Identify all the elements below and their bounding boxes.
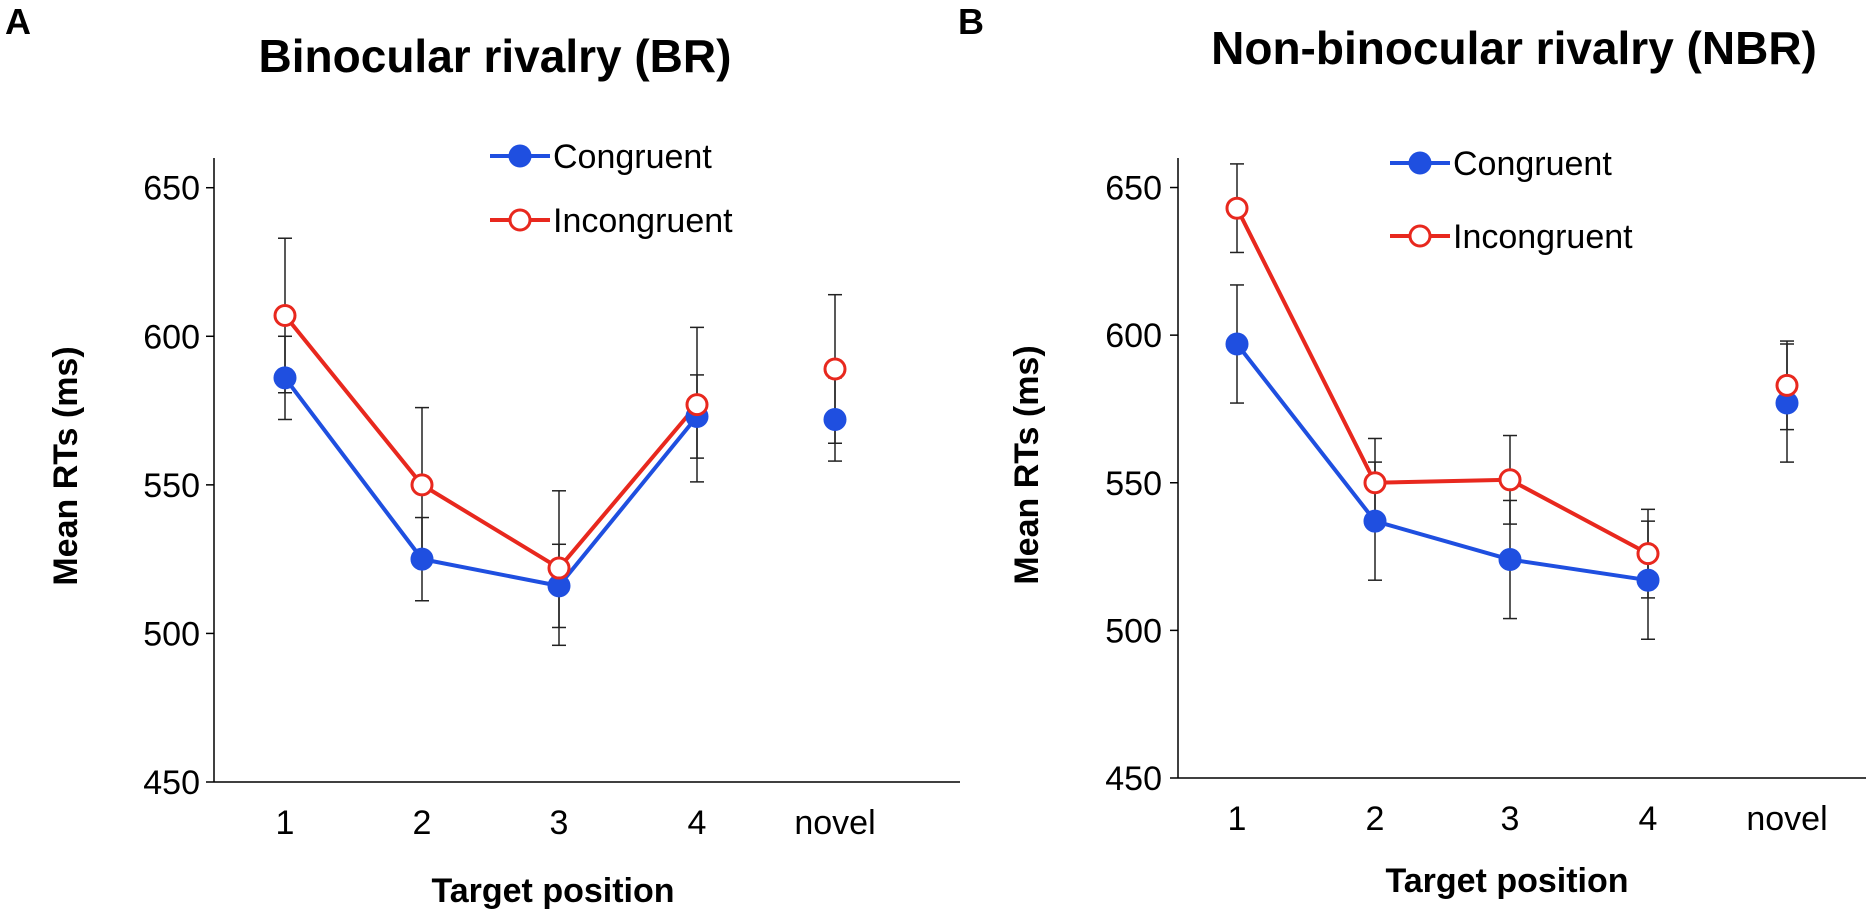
panel-a-ylabel: Mean RTs (ms) — [47, 346, 85, 585]
panel-b-series-line-congruent — [1235, 342, 1649, 583]
panel-a-legend-marker-incongruent — [508, 208, 532, 232]
panel-a-x-tick-label: novel — [794, 804, 875, 842]
panel-a-y-tick-label: 450 — [143, 764, 200, 802]
panel-a-point-congruent — [273, 366, 297, 390]
panel-a-y-tick-label: 600 — [143, 318, 200, 356]
panel-b-legend-marker-congruent — [1408, 151, 1432, 175]
panel-a: A Binocular rivalry (BR) Mean RTs (ms) T… — [5, 1, 960, 910]
panel-b-plot: 450 500 550 600 650 1 2 3 4 novel Congruent Incongr… — [1105, 145, 1866, 838]
panel-b-point-congruent — [1636, 568, 1660, 592]
panel-b-x-tick-label: 2 — [1366, 800, 1385, 838]
panel-b-point-incongruent — [1775, 373, 1799, 397]
panel-b-x-tick-label: novel — [1746, 800, 1827, 838]
panel-a-letter: A — [5, 1, 31, 42]
panel-a-point-congruent — [410, 547, 434, 571]
panel-a-point-congruent — [823, 407, 847, 431]
panel-b-legend-marker-incongruent — [1408, 224, 1432, 248]
panel-b-y-tick-label: 650 — [1105, 170, 1162, 208]
panel-a-point-incongruent — [273, 303, 297, 327]
panel-b-point-incongruent — [1636, 542, 1660, 566]
panel-b-x-tick-label: 4 — [1639, 800, 1658, 838]
panel-a-x-tick-label: 1 — [276, 804, 295, 842]
panel-a-series-line-incongruent — [283, 314, 699, 571]
panel-b-y-tick-label: 600 — [1105, 317, 1162, 355]
panel-b-x-tick-label: 3 — [1501, 800, 1520, 838]
panel-b-series-line-incongruent — [1235, 207, 1649, 556]
panel-a-x-tick-label: 3 — [550, 804, 569, 842]
panel-b-point-congruent — [1363, 509, 1387, 533]
panel-a-plot: 450 500 550 600 650 1 2 3 4 novel Congruent Incongr… — [143, 138, 960, 842]
panel-a-y-tick-label: 650 — [143, 170, 200, 208]
panel-b-legend-label-incongruent: Incongruent — [1453, 218, 1633, 256]
panel-b-legend-label-congruent: Congruent — [1453, 145, 1612, 183]
panel-a-point-incongruent — [685, 393, 709, 417]
panel-b-letter: B — [958, 1, 984, 42]
panel-b-point-incongruent — [1363, 471, 1387, 495]
panel-b: B Non-binocular rivalry (NBR) Mean RTs (… — [958, 1, 1866, 900]
panel-b-point-incongruent — [1225, 196, 1249, 220]
panel-b-point-incongruent — [1498, 468, 1522, 492]
panel-a-xlabel: Target position — [431, 872, 674, 910]
panel-a-title: Binocular rivalry (BR) — [259, 30, 732, 82]
panel-b-x-tick-label: 1 — [1228, 800, 1247, 838]
panel-b-y-tick-label: 450 — [1105, 760, 1162, 798]
panel-b-point-congruent — [1225, 332, 1249, 356]
panel-a-point-incongruent — [547, 556, 571, 580]
panel-a-y-tick-label: 550 — [143, 467, 200, 505]
panel-b-ylabel: Mean RTs (ms) — [1008, 345, 1046, 584]
panel-b-y-tick-label: 500 — [1105, 612, 1162, 650]
panel-a-y-tick-label: 500 — [143, 615, 200, 653]
panel-b-point-congruent — [1498, 548, 1522, 572]
panel-a-series-line-congruent — [283, 376, 699, 588]
panel-a-x-tick-label: 4 — [688, 804, 707, 842]
panel-a-legend-label-congruent: Congruent — [553, 138, 712, 176]
panel-a-point-incongruent — [823, 357, 847, 381]
panel-a-legend-label-incongruent: Incongruent — [553, 202, 733, 240]
panel-b-title: Non-binocular rivalry (NBR) — [1211, 22, 1817, 74]
panel-b-xlabel: Target position — [1385, 862, 1628, 900]
panel-b-y-tick-label: 550 — [1105, 465, 1162, 503]
panel-a-x-tick-label: 2 — [413, 804, 432, 842]
panel-a-legend-marker-congruent — [508, 144, 532, 168]
panel-a-point-incongruent — [410, 473, 434, 497]
